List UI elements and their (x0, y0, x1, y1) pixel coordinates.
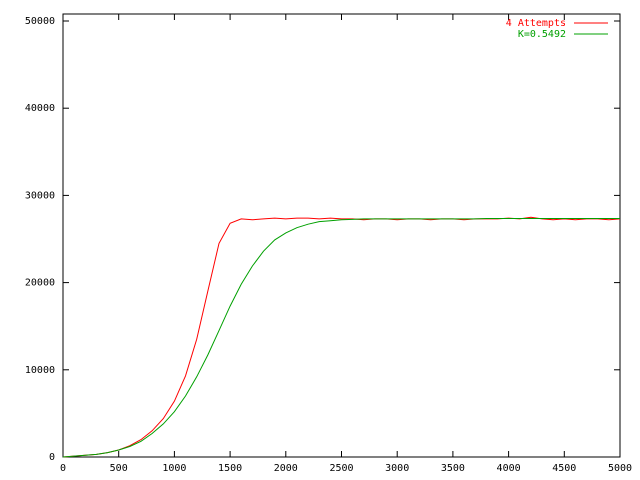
x-tick-label: 3500 (441, 463, 465, 474)
x-tick-label: 2000 (274, 463, 298, 474)
x-tick-label: 5000 (608, 463, 632, 474)
x-tick-label: 1000 (162, 463, 186, 474)
y-tick-label: 40000 (25, 103, 55, 114)
series-line (62, 218, 620, 458)
y-tick-label: 0 (49, 452, 55, 463)
y-tick-label: 50000 (25, 16, 55, 27)
x-tick-label: 1500 (218, 463, 242, 474)
y-tick-label: 10000 (25, 365, 55, 376)
legend-label: 4 Attempts (506, 18, 566, 29)
y-tick-label: 30000 (25, 190, 55, 201)
x-tick-label: 4500 (552, 463, 576, 474)
plot-border (62, 13, 621, 458)
legend-label: K=0.5492 (518, 29, 566, 40)
x-tick-label: 500 (110, 463, 128, 474)
x-tick-label: 0 (60, 463, 66, 474)
x-tick-label: 2500 (329, 463, 353, 474)
x-tick-label: 4000 (497, 463, 521, 474)
y-tick-label: 20000 (25, 278, 55, 289)
x-tick-label: 3000 (385, 463, 409, 474)
series-line (62, 216, 621, 458)
